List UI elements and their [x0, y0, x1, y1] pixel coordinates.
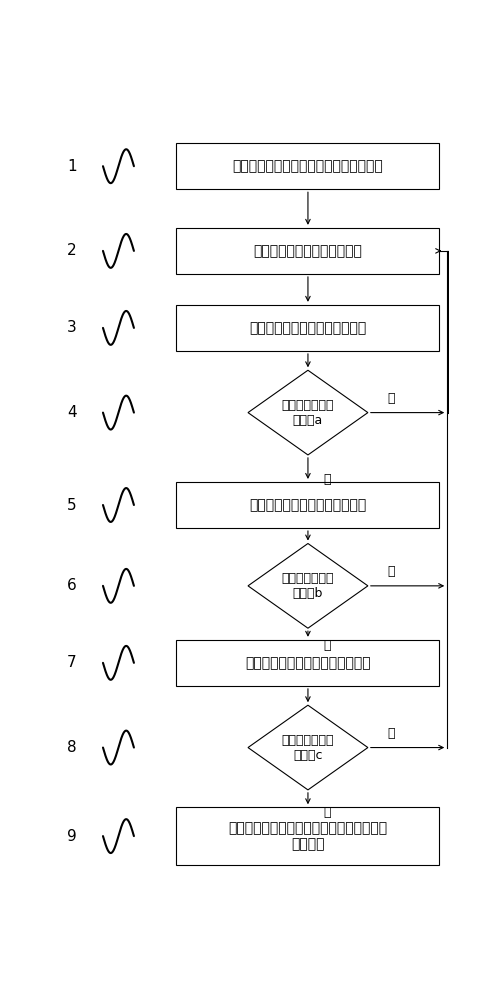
Text: 判断位移偏量是
否大于c: 判断位移偏量是 否大于c [282, 734, 334, 762]
Bar [177, 143, 440, 189]
Text: 否: 否 [387, 727, 395, 740]
Text: 1: 1 [67, 159, 77, 174]
Text: 判断位移偏量是
否大于b: 判断位移偏量是 否大于b [282, 572, 334, 600]
Text: 在三维模型对应点上作出黄色标记: 在三维模型对应点上作出黄色标记 [245, 656, 371, 670]
Text: 采集信号，建立三维模型，设定初始位置: 采集信号，建立三维模型，设定初始位置 [233, 159, 383, 173]
Bar [177, 482, 440, 528]
Polygon shape [248, 370, 368, 455]
Bar [177, 305, 440, 351]
Text: 5: 5 [67, 497, 77, 512]
Text: 是: 是 [323, 473, 331, 486]
Polygon shape [248, 705, 368, 790]
Polygon shape [248, 543, 368, 628]
Text: 否: 否 [387, 565, 395, 578]
Text: 6: 6 [67, 578, 77, 593]
Text: 3: 3 [67, 320, 77, 335]
Text: 是: 是 [323, 639, 331, 652]
Text: 在三维模型的对应点上作出标记: 在三维模型的对应点上作出标记 [250, 498, 367, 512]
Text: 是: 是 [323, 806, 331, 820]
Text: 2: 2 [67, 243, 77, 258]
Text: 将位移偏量传至监测中心服务器: 将位移偏量传至监测中心服务器 [250, 321, 367, 335]
Text: 采集输电导线各点的位移偏量: 采集输电导线各点的位移偏量 [253, 244, 362, 258]
Bar [177, 807, 440, 865]
Bar [177, 228, 440, 274]
Text: 8: 8 [67, 740, 77, 755]
Text: 否: 否 [387, 392, 395, 405]
Text: 7: 7 [67, 655, 77, 670]
Text: 4: 4 [67, 405, 77, 420]
Text: 在三维模型对应点上作出红色标记，并发出
预警信号: 在三维模型对应点上作出红色标记，并发出 预警信号 [229, 821, 388, 851]
Text: 判断位移偏量是
否大于a: 判断位移偏量是 否大于a [282, 399, 334, 427]
Text: 9: 9 [67, 829, 77, 844]
Bar [177, 640, 440, 686]
